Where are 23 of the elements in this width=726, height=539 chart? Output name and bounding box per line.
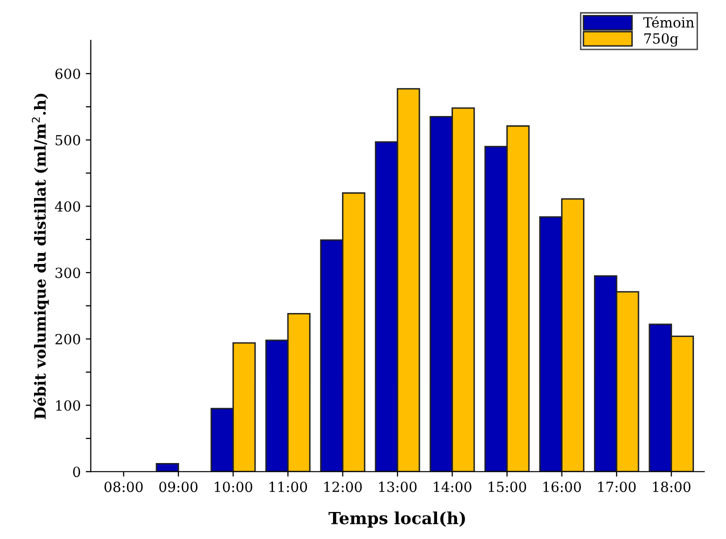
x-tick-label: 10:00 bbox=[214, 482, 252, 492]
y-axis-title: Débit volumique du distillat (ml/m$^{2}$.h) bbox=[32, 94, 49, 420]
x-tick-label: 15:00 bbox=[488, 482, 526, 492]
x-tick-label: 16:00 bbox=[543, 482, 581, 492]
bar bbox=[156, 462, 180, 472]
y-tick-label: 0 bbox=[73, 466, 80, 478]
x-tick-label: 09:00 bbox=[159, 482, 198, 492]
x-tick-label: 17:00 bbox=[598, 482, 636, 492]
x-tick-label: 08:00 bbox=[104, 482, 143, 492]
legend-label: 750g bbox=[644, 33, 678, 47]
y-tick-label: 200 bbox=[55, 334, 80, 344]
x-axis-title: Temps local(h) bbox=[328, 511, 465, 528]
x-tick-label: 11:00 bbox=[270, 482, 308, 492]
y-tick-label: 600 bbox=[55, 68, 80, 80]
y-tick-label: 500 bbox=[56, 134, 80, 146]
x-tick-label: 18:00 bbox=[653, 482, 690, 492]
x-tick-label: 12:00 bbox=[324, 482, 362, 492]
y-tick-label: 300 bbox=[56, 268, 80, 278]
x-tick-label: 13:00 bbox=[379, 482, 417, 492]
y-tick-label: 400 bbox=[54, 201, 80, 212]
y-tick-label: 100 bbox=[56, 400, 80, 411]
legend-label: Témoin bbox=[643, 16, 694, 28]
x-tick-label: 14:00 bbox=[434, 482, 472, 492]
